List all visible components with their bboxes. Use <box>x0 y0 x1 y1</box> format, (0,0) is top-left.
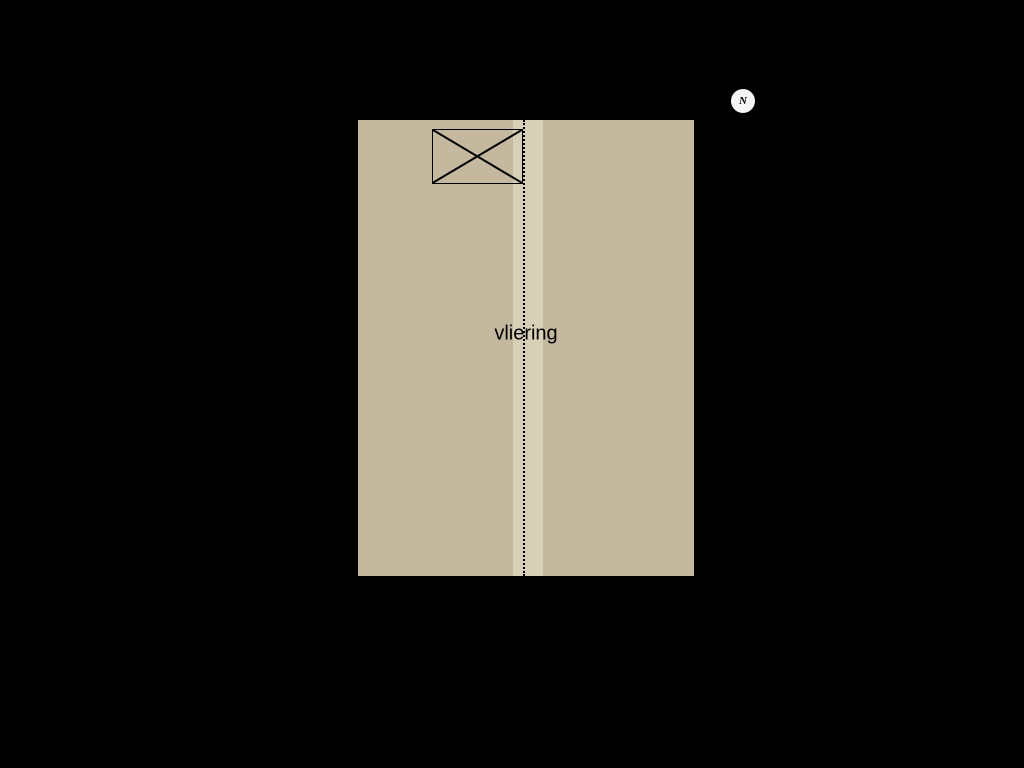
room-vliering: vliering <box>356 118 696 578</box>
dimension-width-tick-right <box>551 653 557 654</box>
compass-icon: N <box>730 88 756 114</box>
room-fill-right <box>543 120 694 576</box>
room-label: vliering <box>494 323 557 346</box>
hatch-box <box>432 129 523 184</box>
floorplan-canvas: vliering 4.00 m 5.41 m N <box>0 0 1024 768</box>
hatch-x-icon <box>433 130 522 183</box>
dimension-height-label: 5.41 m <box>306 328 323 374</box>
dimension-width-label: 4.00 m <box>495 645 541 662</box>
ridge-dashed-line <box>523 120 525 576</box>
room-fill-strip <box>513 120 543 576</box>
dimension-width-tick-left <box>487 653 493 654</box>
dimension-height-tick-bottom <box>315 380 316 386</box>
dimension-height-tick-top <box>315 312 316 318</box>
room-fill-left <box>358 120 513 576</box>
